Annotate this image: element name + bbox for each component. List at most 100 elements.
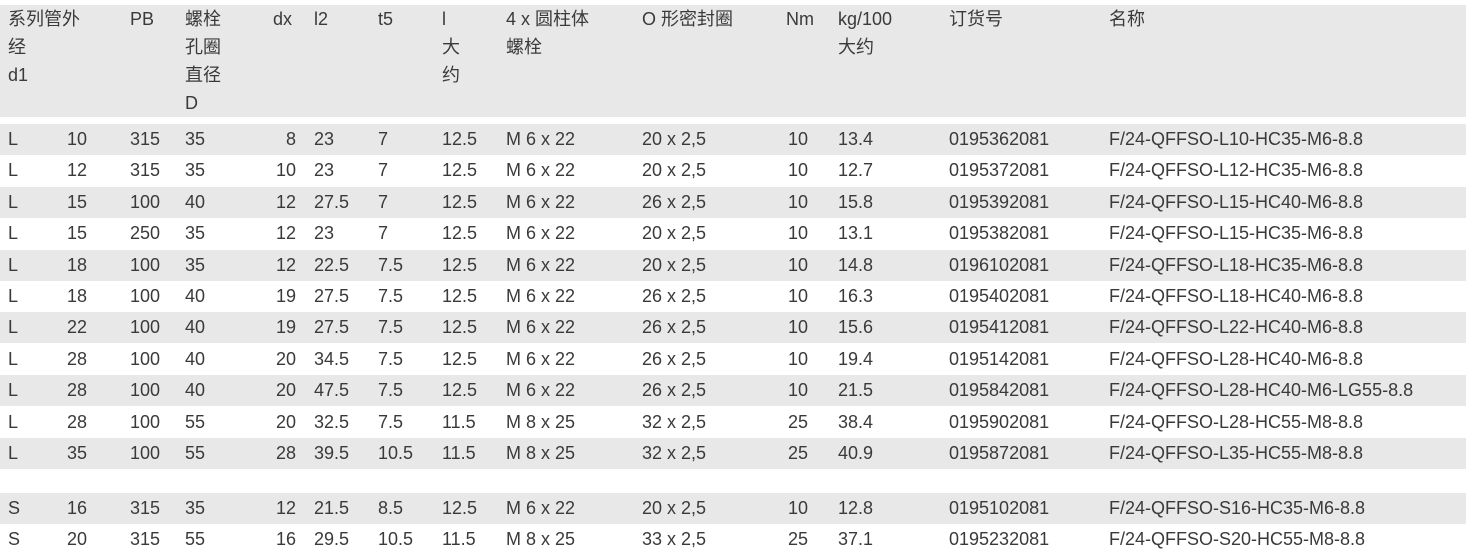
cell-d1: 28	[66, 348, 87, 369]
cell-t5: 7	[378, 129, 389, 149]
cell-nm: 10	[787, 317, 808, 338]
cell-dx: 8	[285, 129, 296, 149]
cell-nm: 25	[787, 411, 808, 432]
cell-d: 35	[185, 254, 206, 275]
cell-nm: 10	[787, 160, 808, 181]
cell-pb: 315	[130, 529, 161, 549]
cell-o-ring: 32 x 2,5	[642, 411, 707, 432]
cell-name: F/24-QFFSO-L15-HC40-M6-8.8	[1109, 191, 1364, 212]
header-pb: PB	[130, 9, 155, 29]
cell-kg-100: 14.8	[838, 254, 874, 275]
header-l2: l2	[314, 9, 329, 29]
cell-name: F/24-QFFSO-L18-HC35-M6-8.8	[1109, 254, 1364, 275]
cell-kg-100: 12.7	[838, 160, 874, 181]
table-row: L 15 250 35 12 23 7 12.5 M 6 x 22 20 x 2,5 10 13.1 0…	[0, 218, 1466, 249]
cell-name: F/24-QFFSO-L18-HC40-M6-8.8	[1109, 286, 1364, 306]
cell-order-no: 0195402081	[949, 286, 1050, 306]
cell-o-ring: 20 x 2,5	[642, 160, 707, 181]
cell-l: 12.5	[442, 160, 478, 181]
cell-pb: 100	[130, 191, 161, 212]
cell-series: L	[8, 348, 19, 369]
cell-t5: 7.5	[378, 411, 404, 432]
cell-o-ring: 33 x 2,5	[642, 529, 707, 549]
cell-l2: 27.5	[314, 317, 350, 338]
table-header: 系列管外 经 d1 PB 螺栓 孔圈 直径 D dx l2 t5 l 大 约 4 x 圆柱体 …	[0, 5, 1466, 117]
cell-nm: 10	[787, 129, 808, 149]
cell-pb: 100	[130, 411, 161, 432]
table-row: L 18 100 35 12 22.5 7.5 12.5 M 6 x 22 20 x 2,5 10 1…	[0, 249, 1466, 281]
cell-dx: 16	[275, 529, 296, 549]
cell-pb: 315	[130, 498, 161, 518]
cell-d: 55	[185, 411, 206, 432]
header-bolts: 4 x 圆柱体 螺栓	[506, 9, 590, 57]
header-weight: kg/100 大约	[838, 9, 893, 57]
cell-name: F/24-QFFSO-L28-HC40-M6-LG55-8.8	[1109, 380, 1414, 401]
cell-series: L	[8, 223, 19, 244]
cell-d: 55	[185, 529, 206, 549]
header-l-approx: l 大 约	[442, 9, 460, 85]
header-dx: dx	[273, 9, 293, 29]
cell-bolts: M 8 x 25	[506, 443, 576, 463]
cell-pb: 315	[130, 160, 161, 181]
cell-kg-100: 13.1	[838, 223, 874, 244]
cell-kg-100: 15.8	[838, 191, 874, 212]
cell-d1: 35	[66, 443, 87, 463]
cell-series: L	[8, 317, 19, 338]
cell-series: L	[8, 254, 19, 275]
cell-o-ring: 32 x 2,5	[642, 443, 707, 463]
cell-o-ring: 20 x 2,5	[642, 498, 707, 518]
cell-t5: 8.5	[378, 498, 404, 518]
cell-t5: 7	[378, 160, 389, 181]
cell-l2: 39.5	[314, 443, 350, 463]
cell-l2: 21.5	[314, 498, 350, 518]
cell-bolts: M 6 x 22	[506, 254, 576, 275]
cell-l: 12.5	[442, 129, 478, 149]
cell-nm: 25	[787, 443, 808, 463]
cell-bolts: M 6 x 22	[506, 317, 576, 338]
cell-l2: 29.5	[314, 529, 350, 549]
cell-d: 40	[185, 348, 206, 369]
cell-name: F/24-QFFSO-S16-HC35-M6-8.8	[1109, 498, 1366, 518]
cell-series: L	[8, 411, 19, 432]
cell-name: F/24-QFFSO-L10-HC35-M6-8.8	[1109, 129, 1364, 149]
cell-name: F/24-QFFSO-L28-HC40-M6-8.8	[1109, 348, 1364, 369]
cell-bolts: M 6 x 22	[506, 286, 576, 306]
cell-series: L	[8, 443, 19, 463]
cell-o-ring: 26 x 2,5	[642, 317, 707, 338]
cell-dx: 19	[275, 286, 296, 306]
cell-series: L	[8, 160, 19, 181]
cell-d: 40	[185, 317, 206, 338]
cell-o-ring: 26 x 2,5	[642, 191, 707, 212]
cell-pb: 250	[130, 223, 161, 244]
cell-pb: 315	[130, 129, 161, 149]
cell-name: F/24-QFFSO-L15-HC35-M6-8.8	[1109, 223, 1364, 244]
cell-kg-100: 19.4	[838, 348, 874, 369]
cell-l: 12.5	[442, 223, 478, 244]
table-row: L 28 100 40 20 34.5 7.5 12.5 M 6 x 22 26 x 2,5 10 1…	[0, 344, 1466, 375]
cell-dx: 10	[275, 160, 296, 181]
cell-nm: 10	[787, 380, 808, 401]
cell-d1: 15	[66, 191, 87, 212]
header-order-no: 订货号	[949, 9, 1003, 29]
cell-l2: 32.5	[314, 411, 350, 432]
cell-t5: 7	[378, 191, 389, 212]
cell-l: 12.5	[442, 191, 478, 212]
cell-d1: 12	[66, 160, 87, 181]
cell-t5: 7.5	[378, 286, 404, 306]
cell-o-ring: 26 x 2,5	[642, 348, 707, 369]
cell-kg-100: 21.5	[838, 380, 874, 401]
table-row: L 18 100 40 19 27.5 7.5 12.5 M 6 x 22 26 x 2,5 10 1…	[0, 281, 1466, 312]
cell-dx: 20	[275, 348, 296, 369]
cell-d1: 28	[66, 411, 87, 432]
cell-order-no: 0195362081	[949, 129, 1050, 149]
cell-d1: 28	[66, 380, 87, 401]
cell-kg-100: 38.4	[838, 411, 874, 432]
cell-l2: 47.5	[314, 380, 350, 401]
cell-series: S	[8, 498, 21, 518]
cell-kg-100: 15.6	[838, 317, 874, 338]
cell-t5: 7.5	[378, 380, 404, 401]
cell-d: 35	[185, 160, 206, 181]
cell-order-no: 0195102081	[949, 498, 1050, 518]
cell-order-no: 0195412081	[949, 317, 1050, 338]
